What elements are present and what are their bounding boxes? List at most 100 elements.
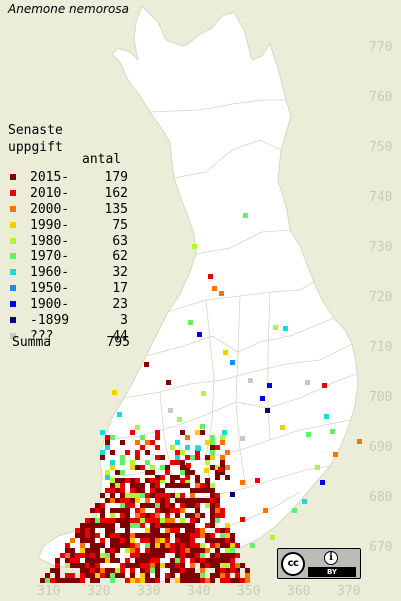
occurrence-square bbox=[115, 518, 120, 523]
occurrence-square bbox=[195, 578, 200, 583]
legend-label: ??? bbox=[30, 328, 54, 344]
occurrence-square bbox=[160, 538, 165, 543]
occurrence-square bbox=[115, 483, 120, 488]
occurrence-square bbox=[185, 445, 190, 450]
occurrence-square bbox=[60, 578, 65, 583]
occurrence-square bbox=[140, 488, 145, 493]
occurrence-square bbox=[105, 568, 110, 573]
occurrence-square bbox=[80, 523, 85, 528]
occurrence-square bbox=[90, 538, 95, 543]
occurrence-square bbox=[115, 573, 120, 578]
occurrence-square bbox=[220, 470, 225, 475]
occurrence-square bbox=[55, 568, 60, 573]
occurrence-square bbox=[125, 518, 130, 523]
occurrence-square bbox=[105, 523, 110, 528]
occurrence-square bbox=[130, 498, 135, 503]
legend-count: 44 bbox=[112, 328, 128, 344]
occurrence-square bbox=[210, 445, 215, 450]
occurrence-square bbox=[195, 478, 200, 483]
occurrence-square bbox=[130, 523, 135, 528]
legend-label: 2010- bbox=[30, 185, 70, 201]
occurrence-square bbox=[170, 518, 175, 523]
occurrence-square bbox=[95, 503, 100, 508]
occurrence-square bbox=[95, 548, 100, 553]
occurrence-square bbox=[135, 488, 140, 493]
occurrence-square bbox=[215, 465, 220, 470]
occurrence-square bbox=[245, 568, 250, 573]
occurrence-square bbox=[210, 498, 215, 503]
occurrence-square bbox=[80, 533, 85, 538]
occurrence-square bbox=[218, 467, 223, 472]
occurrence-square bbox=[125, 533, 130, 538]
occurrence-square bbox=[166, 380, 171, 385]
occurrence-square bbox=[190, 568, 195, 573]
occurrence-square bbox=[145, 568, 150, 573]
occurrence-square bbox=[105, 470, 110, 475]
occurrence-square bbox=[100, 508, 105, 513]
occurrence-square bbox=[205, 483, 210, 488]
legend-heading: Senaste uppgift bbox=[8, 123, 63, 155]
occurrence-square bbox=[155, 493, 160, 498]
legend-row: 2010- 162 bbox=[10, 186, 130, 202]
occurrence-square bbox=[110, 460, 115, 465]
occurrence-square bbox=[225, 558, 230, 563]
occurrence-square bbox=[160, 455, 165, 460]
occurrence-square bbox=[243, 213, 248, 218]
occurrence-square bbox=[190, 528, 195, 533]
occurrence-square bbox=[333, 452, 338, 457]
occurrence-square bbox=[230, 360, 235, 365]
grid-label-y: 670 bbox=[369, 540, 393, 555]
occurrence-square bbox=[135, 558, 140, 563]
occurrence-square bbox=[140, 483, 145, 488]
occurrence-square bbox=[105, 558, 110, 563]
occurrence-square bbox=[55, 578, 60, 583]
cc-by-label: BY bbox=[308, 567, 356, 577]
occurrence-square bbox=[230, 578, 235, 583]
occurrence-square bbox=[110, 435, 115, 440]
occurrence-square bbox=[165, 483, 170, 488]
cc-license-badge[interactable]: cc i BY bbox=[277, 548, 361, 579]
occurrence-square bbox=[220, 528, 225, 533]
occurrence-square bbox=[140, 435, 145, 440]
occurrence-square bbox=[260, 396, 265, 401]
occurrence-square bbox=[205, 440, 210, 445]
occurrence-square bbox=[95, 573, 100, 578]
occurrence-square bbox=[165, 465, 170, 470]
occurrence-square bbox=[180, 470, 185, 475]
occurrence-square bbox=[160, 543, 165, 548]
occurrence-square bbox=[165, 548, 170, 553]
occurrence-square bbox=[100, 553, 105, 558]
occurrence-square bbox=[100, 538, 105, 543]
occurrence-square bbox=[125, 528, 130, 533]
occurrence-square bbox=[150, 488, 155, 493]
occurrence-square bbox=[100, 503, 105, 508]
occurrence-square bbox=[155, 478, 160, 483]
occurrence-square bbox=[125, 450, 130, 455]
legend-row: -1899 3 bbox=[10, 313, 130, 329]
occurrence-square bbox=[210, 543, 215, 548]
occurrence-square bbox=[70, 558, 75, 563]
legend-row: 2015- 179 bbox=[10, 170, 130, 186]
occurrence-square bbox=[210, 465, 215, 470]
occurrence-square bbox=[210, 503, 215, 508]
occurrence-square bbox=[220, 568, 225, 573]
occurrence-square bbox=[130, 548, 135, 553]
occurrence-square bbox=[210, 538, 215, 543]
grid-label-x: 310 bbox=[37, 584, 61, 599]
legend-row: 1980- 63 bbox=[10, 234, 130, 250]
occurrence-square bbox=[322, 383, 327, 388]
occurrence-square bbox=[165, 513, 170, 518]
occurrence-square bbox=[215, 513, 220, 518]
occurrence-square bbox=[80, 548, 85, 553]
occurrence-square bbox=[165, 578, 170, 583]
occurrence-square bbox=[170, 563, 175, 568]
occurrence-square bbox=[165, 533, 170, 538]
occurrence-square bbox=[140, 553, 145, 558]
occurrence-square bbox=[140, 538, 145, 543]
occurrence-square bbox=[170, 568, 175, 573]
occurrence-square bbox=[225, 573, 230, 578]
occurrence-square bbox=[80, 543, 85, 548]
occurrence-square bbox=[65, 558, 70, 563]
occurrence-square bbox=[215, 568, 220, 573]
occurrence-square bbox=[165, 528, 170, 533]
